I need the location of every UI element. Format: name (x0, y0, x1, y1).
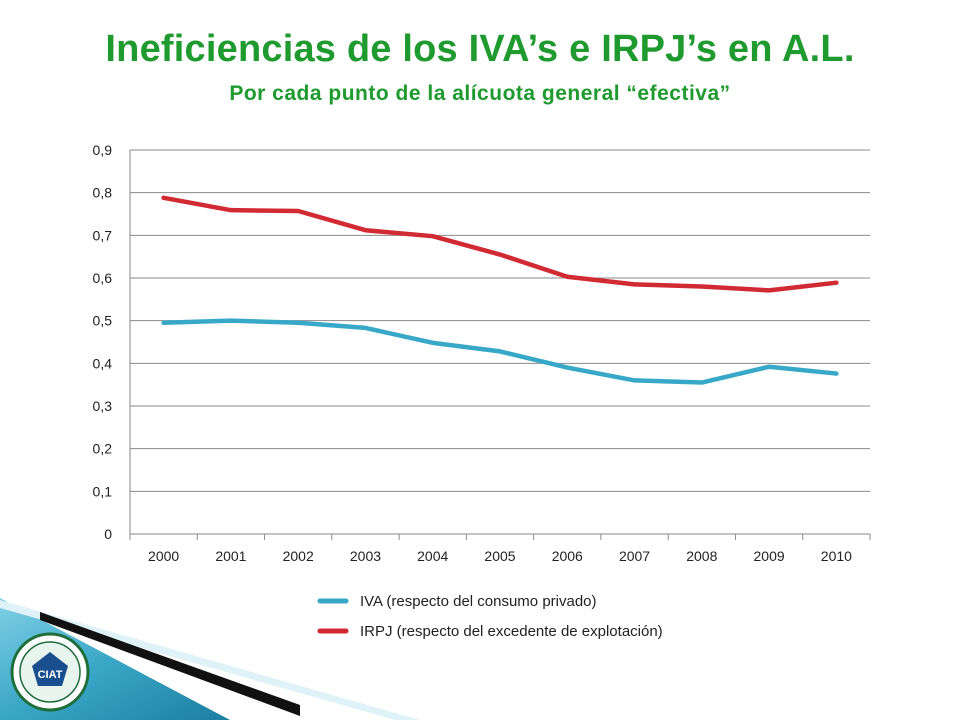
corner-black-stripe (40, 612, 300, 716)
y-tick-label: 0,5 (93, 313, 113, 329)
slide-title: Ineficiencias de los IVA’s e IRPJ’s en A… (105, 28, 855, 70)
x-tick-label: 2008 (686, 548, 717, 564)
x-tick-label: 2001 (215, 548, 246, 564)
y-tick-label: 0,8 (93, 185, 113, 201)
y-tick-label: 0,6 (93, 270, 113, 286)
y-tick-label: 0,4 (93, 355, 113, 371)
y-tick-label: 0,7 (93, 227, 113, 243)
legend-label: IVA (respecto del consumo privado) (360, 593, 597, 610)
corner-white-stripe (0, 600, 420, 720)
x-tick-label: 2000 (148, 548, 179, 564)
y-tick-label: 0,9 (93, 142, 113, 158)
chart-series (161, 195, 839, 385)
x-tick-label: 2005 (484, 548, 515, 564)
x-tick-label: 2006 (552, 548, 583, 564)
y-axis-ticks: 0 0,1 0,2 0,3 0,4 0,5 0,6 0,7 0,8 0,9 (93, 142, 113, 542)
x-tick-label: 2002 (283, 548, 314, 564)
y-tick-label: 0,2 (93, 441, 113, 457)
legend-label: IRPJ (respecto del excedente de explotac… (360, 623, 663, 640)
chart-axes (129, 150, 870, 535)
chart-legend: IVA (respecto del consumo privado) IRPJ (… (317, 593, 663, 640)
slide-subtitle: Por cada punto de la alícuota general “e… (229, 82, 731, 105)
y-tick-label: 0,1 (93, 483, 113, 499)
logo-text: CIAT (38, 669, 63, 681)
x-tick-label: 2010 (821, 548, 852, 564)
x-tick-label: 2003 (350, 548, 381, 564)
y-tick-label: 0,3 (93, 398, 113, 414)
chart-gridlines (130, 149, 870, 492)
x-tick-label: 2009 (754, 548, 785, 564)
x-axis-ticks: 2000 2001 2002 2003 2004 2005 2006 2007 2008 2009… (129, 534, 871, 564)
x-tick-label: 2004 (417, 548, 448, 564)
x-tick-label: 2007 (619, 548, 650, 564)
ciat-logo: CIAT (10, 632, 90, 712)
y-tick-label: 0 (104, 526, 112, 542)
